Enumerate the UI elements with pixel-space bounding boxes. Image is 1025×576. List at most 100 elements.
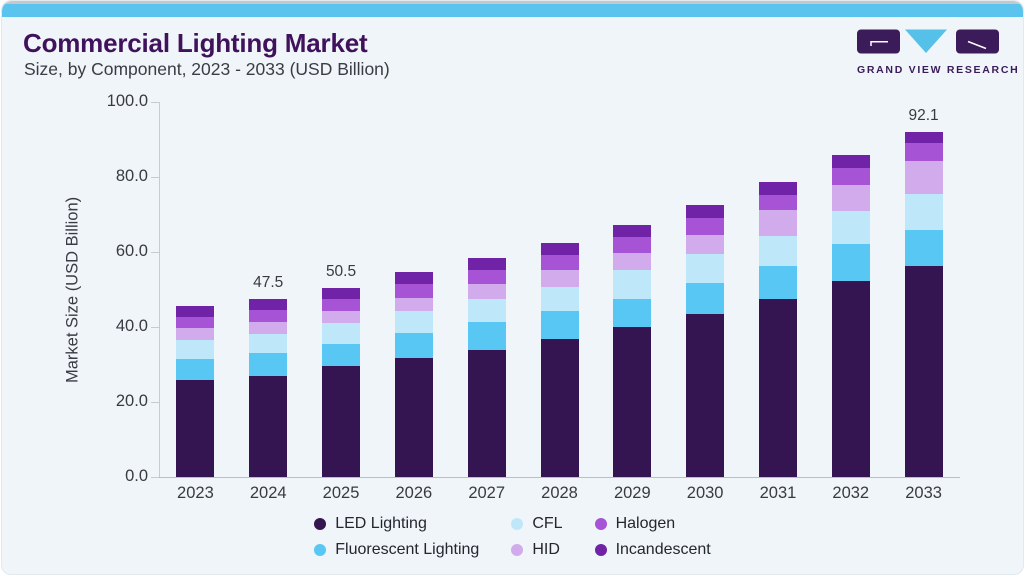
bar-segment-cfl xyxy=(176,339,215,359)
legend-dot-hid xyxy=(511,543,524,556)
bar-segment-fluorescent-lighting xyxy=(613,298,652,328)
bar-segment-fluorescent-lighting xyxy=(758,265,797,299)
bar-segment-halogen xyxy=(613,237,652,254)
legend-label: Fluorescent Lighting xyxy=(335,540,480,558)
bar-segment-fluorescent-lighting xyxy=(686,283,725,315)
bar-segment-incandescent xyxy=(394,271,433,284)
chart-subtitle: Size, by Component, 2023 - 2033 (USD Bil… xyxy=(24,59,390,79)
x-tick-label-2025: 2025 xyxy=(322,484,360,502)
bar-segment-hid xyxy=(613,253,652,271)
bar-segment-halogen xyxy=(249,310,288,322)
x-tick-label-2032: 2032 xyxy=(832,484,870,502)
bar-segment-halogen xyxy=(686,218,725,235)
bar-segment-fluorescent-lighting xyxy=(904,229,943,266)
y-tick-mark xyxy=(151,402,159,403)
bar-stack-2032 xyxy=(831,102,870,477)
bar-segment-cfl xyxy=(540,286,579,312)
bar-total-label-2024: 47.5 xyxy=(253,273,284,291)
x-tick-label-2026: 2026 xyxy=(395,484,433,502)
bar-segment-led-lighting xyxy=(831,280,870,477)
y-axis-line xyxy=(159,102,160,477)
legend-dot-led-lighting xyxy=(314,517,327,530)
bar-segment-hid xyxy=(249,321,288,334)
bar-segment-hid xyxy=(467,283,506,299)
gvr-logo-text: GRAND VIEW RESEARCH xyxy=(857,64,1020,76)
bar-segment-led-lighting xyxy=(249,375,288,477)
bar-segment-cfl xyxy=(686,253,725,284)
bar-segment-incandescent xyxy=(904,131,943,144)
gvr-logo-icon xyxy=(857,29,999,54)
y-tick-mark xyxy=(151,327,159,328)
bar-segment-led-lighting xyxy=(613,327,652,477)
bar-segment-fluorescent-lighting xyxy=(394,333,433,359)
bar-segment-led-lighting xyxy=(322,366,361,477)
legend-label: Halogen xyxy=(615,514,676,532)
x-tick-label-2027: 2027 xyxy=(468,484,506,502)
legend-label: HID xyxy=(532,540,560,558)
legend-label: Incandescent xyxy=(615,540,711,558)
y-tick-label: 80.0 xyxy=(115,167,148,185)
bar-segment-led-lighting xyxy=(758,298,797,477)
bar-segment-halogen xyxy=(467,270,506,284)
bar-segment-incandescent xyxy=(686,205,725,219)
bar-stack-2025 xyxy=(322,102,361,477)
bar-segment-hid xyxy=(176,328,215,340)
legend-item-cfl: CFL xyxy=(511,511,563,536)
bar-segment-cfl xyxy=(904,193,943,230)
bar-segment-hid xyxy=(394,297,433,311)
legend-item-hid: HID xyxy=(511,537,562,562)
bar-segment-led-lighting xyxy=(394,358,433,477)
bar-segment-incandescent xyxy=(540,242,579,255)
bar-segment-hid xyxy=(686,234,725,254)
bar-stack-2029 xyxy=(613,102,652,477)
x-tick-label-2030: 2030 xyxy=(686,484,724,502)
bar-segment-fluorescent-lighting xyxy=(831,243,870,281)
bar-segment-cfl xyxy=(322,323,361,344)
bar-segment-led-lighting xyxy=(904,265,943,477)
top-accent-bar xyxy=(2,1,1023,17)
bar-stack-2030 xyxy=(686,102,725,477)
bar-segment-halogen xyxy=(904,143,943,161)
bar-stack-2031 xyxy=(758,102,797,477)
x-tick-label-2029: 2029 xyxy=(613,484,651,502)
bar-total-label-2033: 92.1 xyxy=(908,106,939,124)
bar-segment-fluorescent-lighting xyxy=(322,343,361,367)
bar-segment-cfl xyxy=(249,333,288,354)
chart-title: Commercial Lighting Market xyxy=(23,28,368,58)
x-tick-label-2023: 2023 xyxy=(177,484,214,502)
bar-segment-led-lighting xyxy=(467,349,506,477)
bar-segment-incandescent xyxy=(831,154,870,168)
y-tick-label: 100.0 xyxy=(106,92,148,110)
bar-stack-2023 xyxy=(176,102,215,477)
bar-segment-incandescent xyxy=(467,258,506,270)
bar-segment-cfl xyxy=(758,235,797,266)
y-tick-mark xyxy=(151,102,159,103)
bar-segment-cfl xyxy=(613,270,652,299)
legend-dot-halogen xyxy=(594,517,607,530)
bar-total-label-2025: 50.5 xyxy=(325,262,357,280)
bar-stack-2033 xyxy=(904,102,943,477)
bar-segment-halogen xyxy=(322,298,361,311)
bar-segment-incandescent xyxy=(758,181,797,195)
bar-segment-fluorescent-lighting xyxy=(176,358,215,380)
bar-segment-cfl xyxy=(831,211,870,244)
legend-item-led-lighting: LED Lighting xyxy=(314,511,479,536)
bar-segment-hid xyxy=(831,185,870,212)
y-tick-mark xyxy=(151,252,159,253)
bar-segment-led-lighting xyxy=(176,379,215,477)
y-tick-label: 0.0 xyxy=(125,467,148,485)
legend-item-halogen: Halogen xyxy=(594,511,711,536)
bar-stack-2027 xyxy=(467,102,506,477)
gvr-logo: GRAND VIEW RESEARCH xyxy=(857,29,1020,76)
legend-dot-fluorescent-lighting xyxy=(314,543,327,556)
y-tick-mark xyxy=(151,177,159,178)
x-axis-line xyxy=(159,477,960,478)
bar-segment-hid xyxy=(322,310,361,324)
legend-label: LED Lighting xyxy=(335,514,427,532)
x-tick-label-2033: 2033 xyxy=(905,484,942,502)
bar-segment-led-lighting xyxy=(540,339,579,477)
bar-segment-halogen xyxy=(394,283,433,298)
x-tick-label-2031: 2031 xyxy=(759,484,797,502)
bar-segment-hid xyxy=(904,160,943,194)
